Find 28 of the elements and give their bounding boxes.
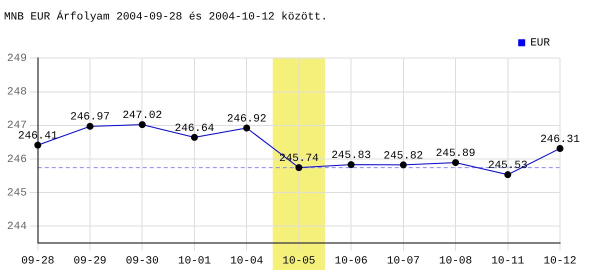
y-tick-label: 249	[6, 53, 27, 66]
data-label: 245.53	[488, 160, 528, 172]
y-tick-label: 248	[6, 86, 27, 99]
x-tick-label: 10-07	[386, 255, 420, 268]
data-label: 245.82	[384, 150, 424, 162]
x-tick-label: 09-29	[74, 255, 107, 268]
data-label: 246.92	[226, 113, 266, 126]
x-tick-label: 10-08	[439, 255, 472, 268]
data-label: 247.02	[122, 110, 162, 122]
x-tick-label: 10-06	[334, 255, 368, 268]
data-label: 245.89	[436, 148, 476, 160]
x-tick-label: 10-11	[491, 255, 525, 268]
data-label: 246.64	[174, 122, 215, 135]
x-tick-label: 09-30	[126, 255, 159, 268]
y-tick-label: 246	[6, 154, 27, 166]
data-label: 245.83	[331, 150, 371, 162]
x-tick-label: 10-04	[230, 255, 264, 268]
chart-title: MNB EUR Árfolyam 2004-09-28 és 2004-10-12 között.	[4, 10, 328, 24]
x-tick-label: 10-01	[178, 255, 212, 268]
y-tick-label: 245	[6, 187, 27, 200]
y-tick-label: 244	[6, 220, 28, 233]
data-label: 246.97	[70, 112, 110, 124]
x-tick-label: 10-12	[543, 255, 577, 268]
x-tick-label: 09-28	[21, 255, 54, 268]
y-tick-label: 247	[6, 120, 27, 132]
x-tick-label: 10-05	[282, 255, 316, 268]
data-label: 246.31	[540, 134, 580, 146]
legend-label: EUR	[530, 38, 550, 50]
